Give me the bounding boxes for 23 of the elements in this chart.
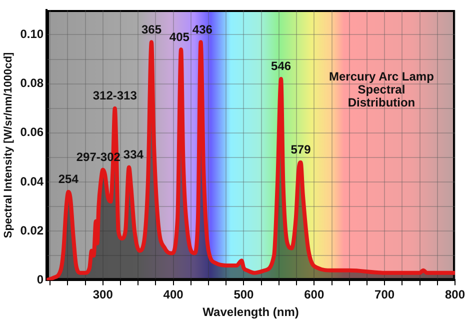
annotation: 334 [123, 148, 144, 162]
annotation: 365 [141, 22, 162, 36]
annotation: 405 [169, 30, 190, 44]
annotation: Mercury Arc Lamp Spectral Distribution [329, 69, 434, 110]
x-tick-label: 500 [234, 288, 254, 302]
annotation: 254 [58, 172, 79, 186]
annotation: 312-313 [92, 88, 138, 103]
x-tick-label: 400 [163, 288, 184, 302]
annotation: 579 [290, 142, 312, 157]
annotation: 546 [271, 59, 292, 74]
y-tick-label: 0.08 [20, 76, 44, 90]
y-tick-label: 0.06 [20, 125, 44, 140]
x-tick-label: 600 [304, 288, 324, 302]
y-tick-label: 0.02 [20, 223, 44, 238]
x-tick-label: 300 [92, 288, 114, 302]
y-axis-title: Spectral Intensity [W/sr/nm/1000cd] [2, 52, 15, 238]
y-tick-label: 0.04 [20, 174, 44, 188]
y-tick-label: 0 [36, 272, 44, 287]
x-axis-title: Wavelength (nm) [202, 305, 299, 320]
annotation: 436 [192, 22, 213, 36]
x-tick-label: 800 [444, 288, 466, 302]
x-tick-label: 700 [374, 288, 395, 302]
y-tick-label: 0.10 [20, 27, 44, 42]
